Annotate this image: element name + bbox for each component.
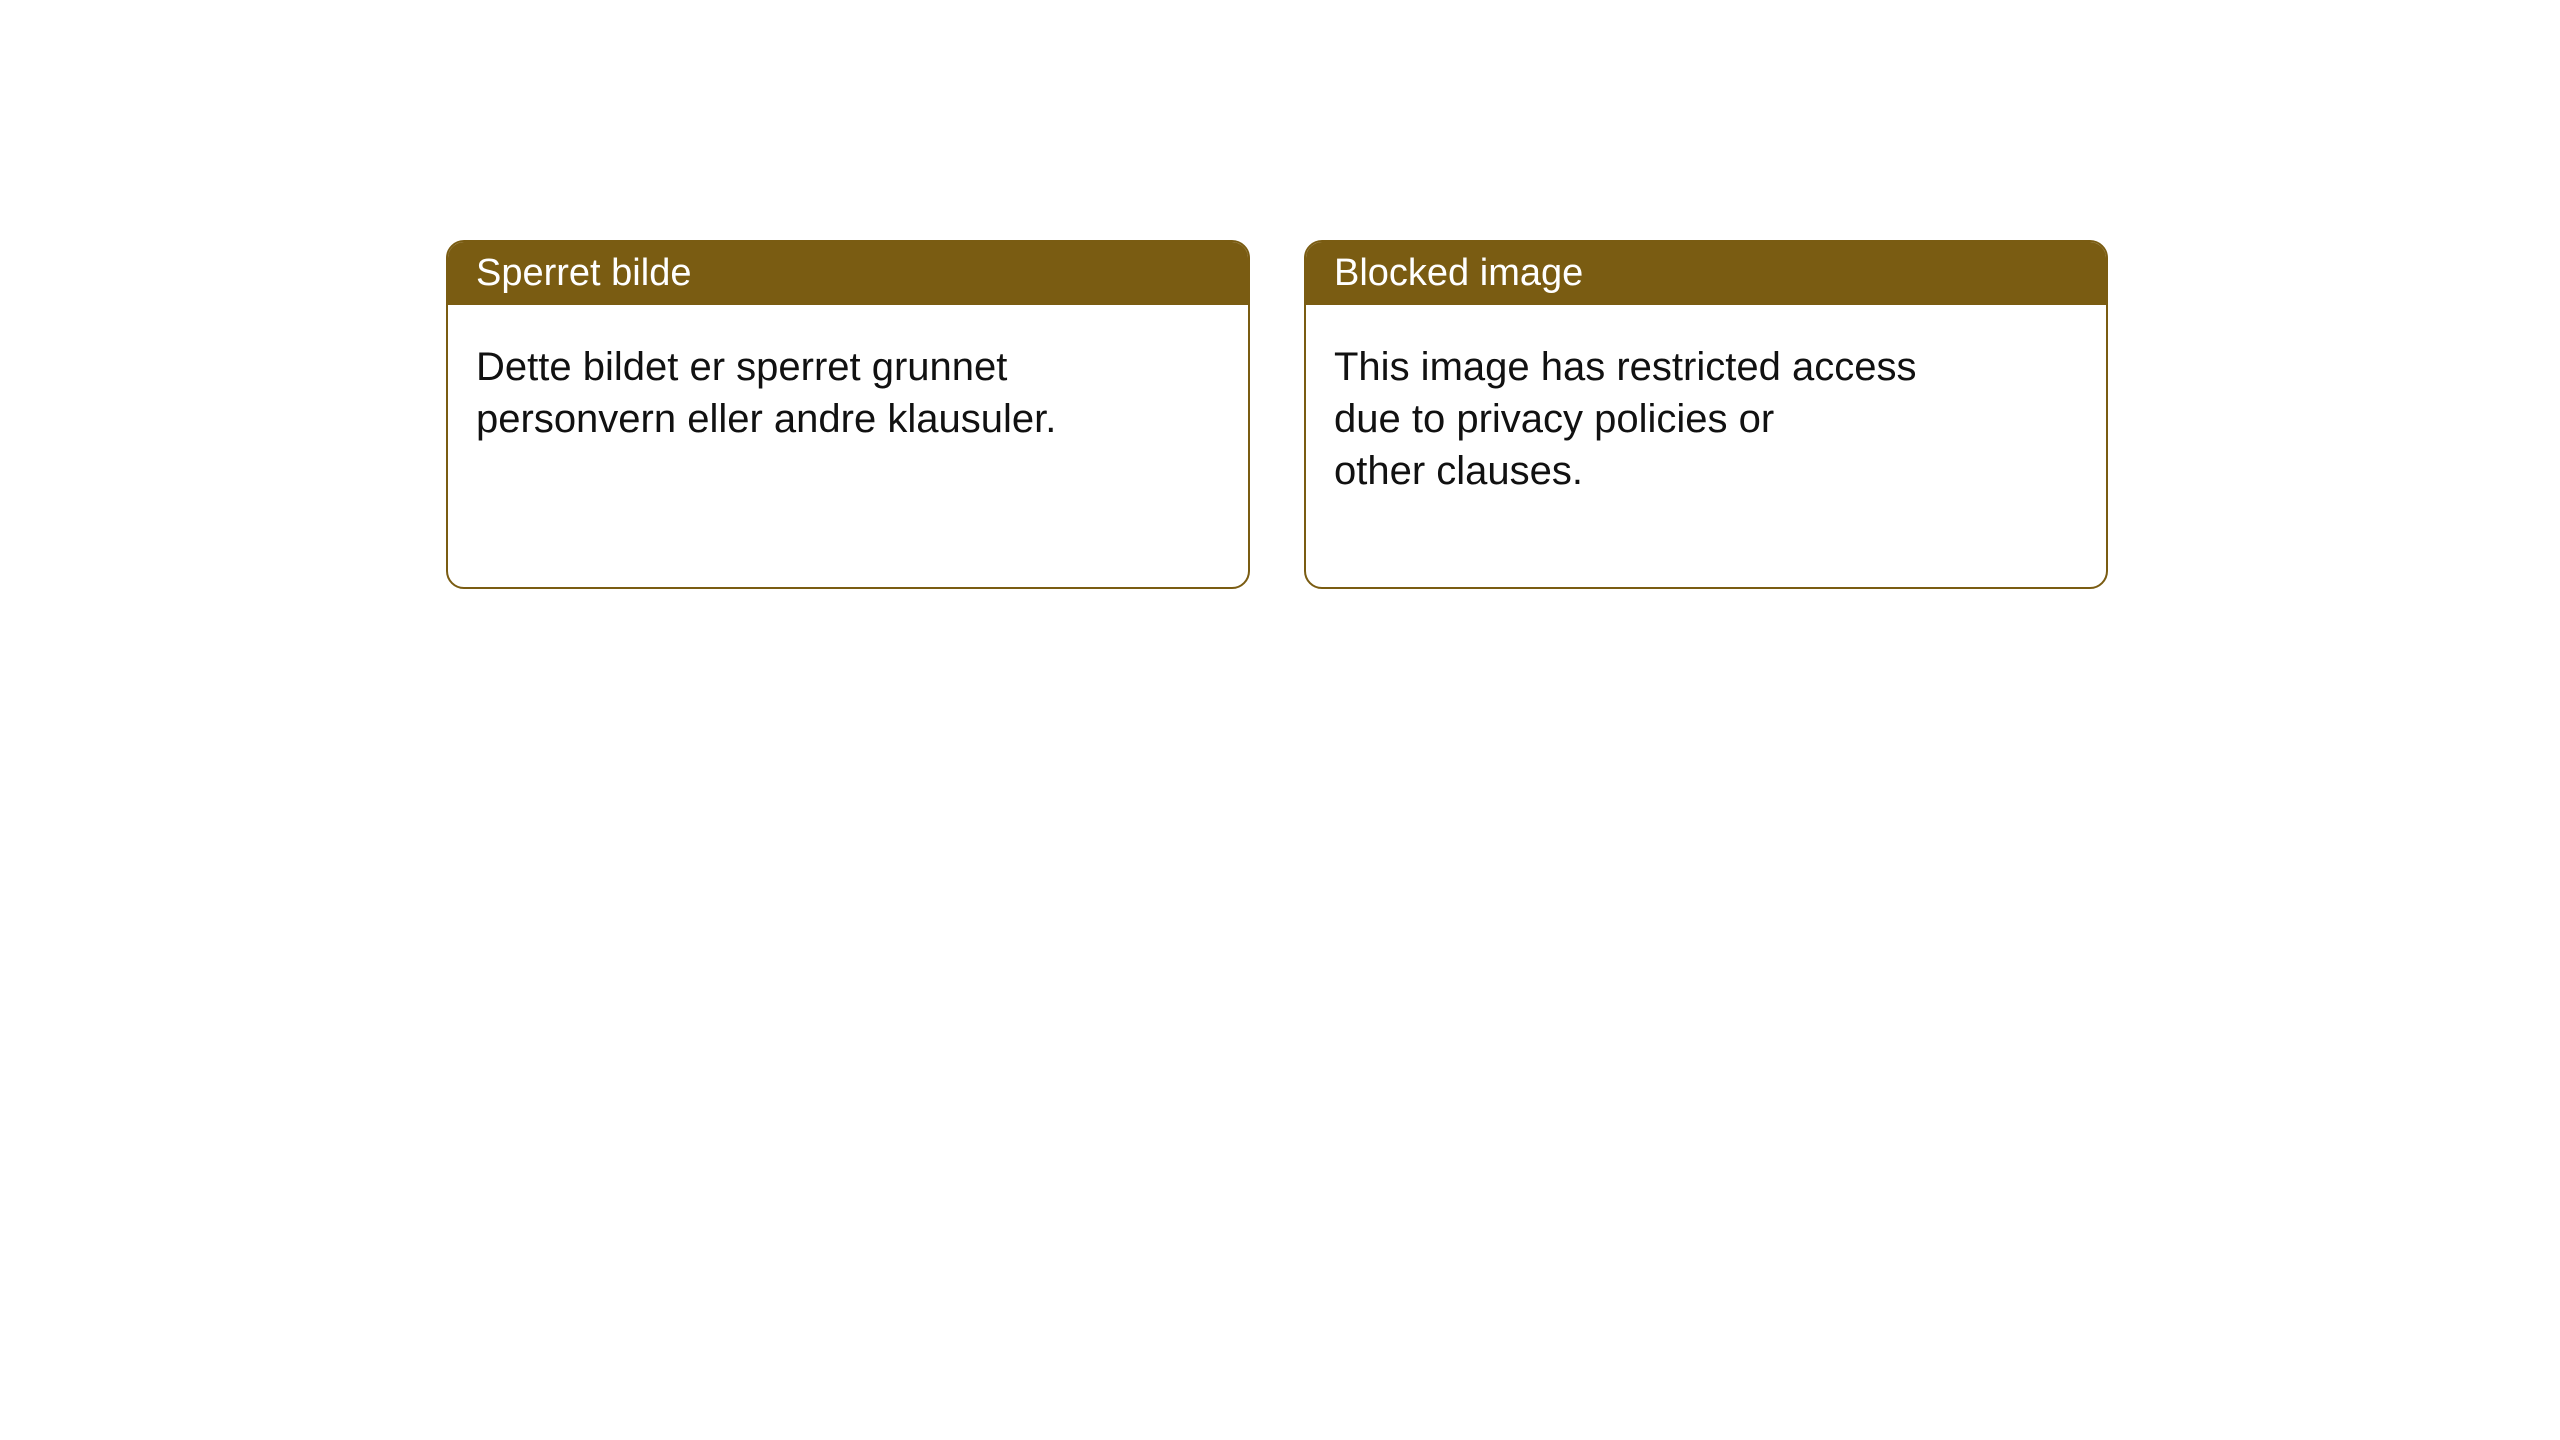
notice-card-title: Sperret bilde: [448, 242, 1248, 305]
notice-card-body: This image has restricted access due to …: [1306, 305, 2006, 587]
notice-card-body: Dette bildet er sperret grunnet personve…: [448, 305, 1148, 535]
notice-card-title: Blocked image: [1306, 242, 2106, 305]
notice-card-english: Blocked image This image has restricted …: [1304, 240, 2108, 589]
notice-card-norwegian: Sperret bilde Dette bildet er sperret gr…: [446, 240, 1250, 589]
notice-cards-container: Sperret bilde Dette bildet er sperret gr…: [0, 0, 2560, 589]
